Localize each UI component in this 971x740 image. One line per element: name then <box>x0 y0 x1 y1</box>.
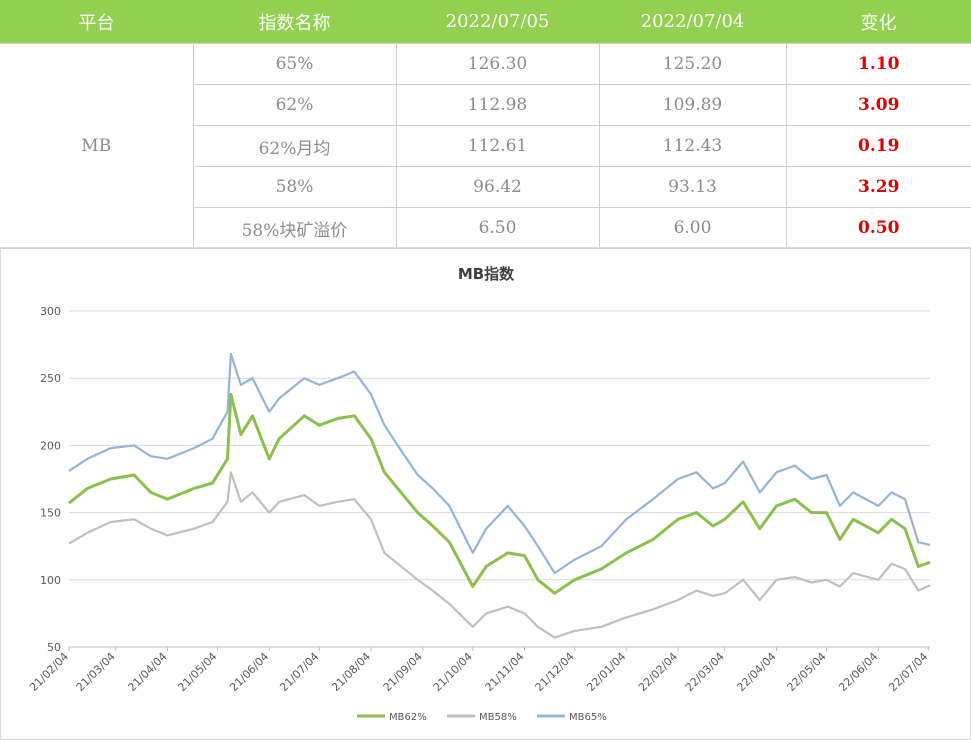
change-value-cell: 0.50 <box>785 207 971 249</box>
x-tick-label: 22/05/04 <box>785 650 829 694</box>
table-row: 62% 112.98 109.89 3.09 <box>0 84 971 126</box>
table-row: MB 65% 126.30 125.20 1.10 <box>0 43 971 249</box>
header-change: 变化 <box>786 0 971 44</box>
x-tick-label: 21/11/04 <box>483 650 527 694</box>
x-tick-label: 22/02/04 <box>636 650 680 694</box>
date1-value-cell: 112.61 <box>395 125 600 167</box>
series-line-mb58pct <box>68 471 931 639</box>
header-platform: 平台 <box>0 0 193 44</box>
series-line-mb65pct <box>68 352 931 575</box>
index-name-cell: 65% <box>192 43 397 85</box>
header-index-name: 指数名称 <box>193 0 396 44</box>
x-tick-label: 22/07/04 <box>886 650 930 694</box>
x-tick-label: 21/10/04 <box>431 650 475 694</box>
y-tick-label: 250 <box>40 372 61 385</box>
change-value-cell: 1.10 <box>785 43 971 85</box>
x-tick-label: 21/06/04 <box>227 650 271 694</box>
date2-value-cell: 112.43 <box>598 125 787 167</box>
date2-value-cell: 6.00 <box>598 207 787 249</box>
y-tick-label: 100 <box>40 574 61 587</box>
x-tick-label: 21/02/04 <box>27 650 71 694</box>
y-tick-label: 50 <box>47 641 61 654</box>
index-name-cell: 58% <box>192 166 397 208</box>
legend-label: MB62% <box>389 712 427 723</box>
index-name-cell: 62%月均 <box>192 125 397 167</box>
x-tick-label: 21/09/04 <box>381 650 425 694</box>
chart-container: MB指数 50 100 150 200 250 300 21/02/04 21/03/04 2… <box>0 247 971 740</box>
y-tick-label: 150 <box>40 507 61 520</box>
platform-cell: MB <box>0 43 194 249</box>
date2-value-cell: 93.13 <box>598 166 787 208</box>
x-tick-label: 22/06/04 <box>836 650 880 694</box>
date1-value-cell: 6.50 <box>395 207 600 249</box>
series-line-mb62pct <box>68 392 931 595</box>
y-tick-label: 200 <box>40 439 61 452</box>
index-table: 平台 指数名称 2022/07/05 2022/07/04 变化 MB 65% … <box>0 0 971 249</box>
change-value-cell: 0.19 <box>785 125 971 167</box>
chart-title: MB指数 <box>458 265 515 283</box>
date1-value-cell: 126.30 <box>395 43 600 85</box>
date2-value-cell: 109.89 <box>598 84 787 126</box>
y-tick-label: 300 <box>40 305 61 318</box>
header-date-1: 2022/07/05 <box>396 0 599 44</box>
index-name-cell: 62% <box>192 84 397 126</box>
change-value-cell: 3.09 <box>785 84 971 126</box>
date1-value-cell: 96.42 <box>395 166 600 208</box>
legend-label: MB65% <box>569 712 607 723</box>
x-tick-label: 21/05/04 <box>175 650 219 694</box>
x-tick-label: 21/07/04 <box>277 650 321 694</box>
x-tick-label: 22/04/04 <box>734 650 778 694</box>
x-tick-label: 21/08/04 <box>329 650 373 694</box>
header-date-2: 2022/07/04 <box>599 0 786 44</box>
x-tick-label: 22/03/04 <box>683 650 727 694</box>
date2-value-cell: 125.20 <box>598 43 787 85</box>
table-header-row: 平台 指数名称 2022/07/05 2022/07/04 变化 <box>0 0 971 44</box>
x-tick-label: 22/01/04 <box>584 650 628 694</box>
table-row: 58%块矿溢价 6.50 6.00 0.50 <box>0 207 971 249</box>
x-tick-label: 21/12/04 <box>533 650 577 694</box>
legend-label: MB58% <box>479 712 517 723</box>
date1-value-cell: 112.98 <box>395 84 600 126</box>
x-tick-label: 21/04/04 <box>125 650 169 694</box>
x-tick-label: 21/03/04 <box>74 650 118 694</box>
index-name-cell: 58%块矿溢价 <box>192 207 397 249</box>
change-value-cell: 3.29 <box>785 166 971 208</box>
